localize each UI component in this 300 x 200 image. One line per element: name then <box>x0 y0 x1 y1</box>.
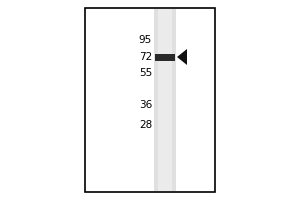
Text: 95: 95 <box>139 35 152 45</box>
Text: 55: 55 <box>139 68 152 78</box>
Bar <box>158 9 172 191</box>
Text: 36: 36 <box>139 100 152 110</box>
Polygon shape <box>177 49 187 65</box>
Text: 28: 28 <box>139 120 152 130</box>
Bar <box>154 9 176 191</box>
Bar <box>155 53 175 60</box>
Text: 72: 72 <box>139 52 152 62</box>
Bar <box>85 8 215 192</box>
